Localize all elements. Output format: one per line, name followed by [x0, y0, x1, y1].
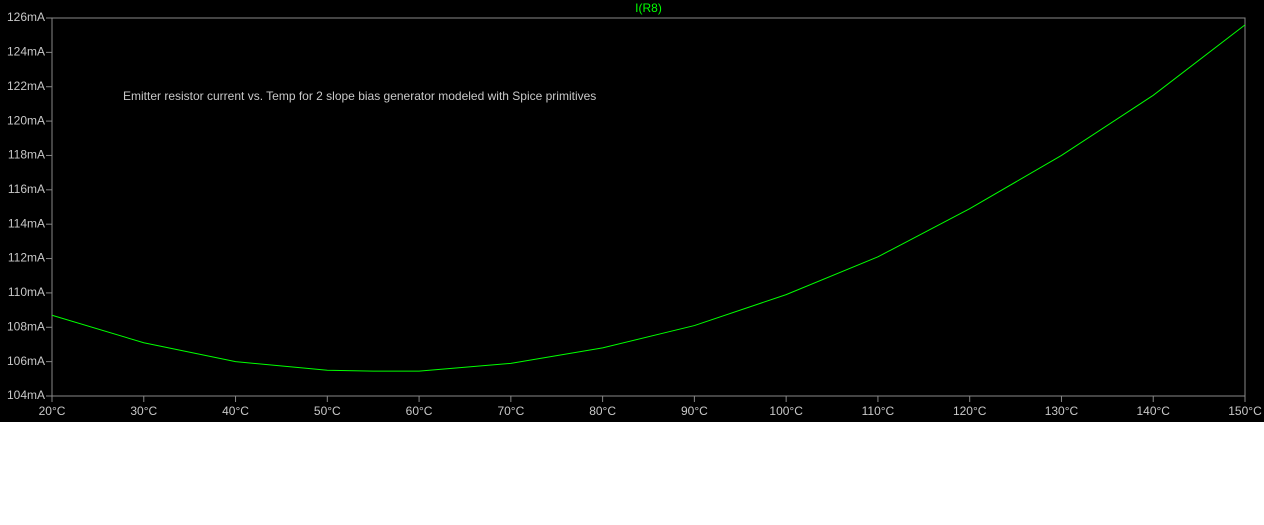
x-tick-label: 50°C	[314, 404, 341, 418]
y-tick-label: 110mA	[8, 285, 45, 299]
y-tick-label: 112mA	[8, 251, 45, 265]
y-tick-label: 126mA	[7, 10, 45, 24]
legend-entry: I(R8)	[635, 1, 662, 15]
x-tick-label: 40°C	[222, 404, 249, 418]
x-tick-label: 140°C	[1136, 404, 1170, 418]
x-tick-label: 100°C	[769, 404, 803, 418]
y-tick-label: 104mA	[7, 388, 45, 402]
x-tick-label: 70°C	[497, 404, 524, 418]
y-tick-label: 122mA	[7, 79, 45, 93]
x-tick-label: 120°C	[953, 404, 987, 418]
y-tick-label: 108mA	[7, 319, 45, 333]
x-tick-label: 110°C	[862, 404, 895, 418]
x-tick-label: 150°C	[1228, 404, 1262, 418]
y-tick-label: 118mA	[8, 148, 45, 162]
line-series	[51, 24, 1246, 372]
x-tick-label: 60°C	[406, 404, 433, 418]
x-tick-label: 130°C	[1045, 404, 1079, 418]
x-tick-label: 90°C	[681, 404, 708, 418]
y-tick-label: 114mA	[8, 216, 45, 230]
x-tick-label: 20°C	[39, 404, 66, 418]
annotation: Emitter resistor current vs. Temp for 2 …	[123, 89, 596, 103]
x-tick-label: 80°C	[589, 404, 616, 418]
y-tick-label: 124mA	[7, 45, 45, 59]
plot-frame	[51, 17, 1246, 397]
plot-background	[0, 0, 1264, 422]
y-tick-label: 106mA	[7, 354, 45, 368]
y-tick-label: 120mA	[7, 113, 45, 127]
x-tick-label: 30°C	[130, 404, 157, 418]
y-tick-label: 116mA	[8, 182, 45, 196]
